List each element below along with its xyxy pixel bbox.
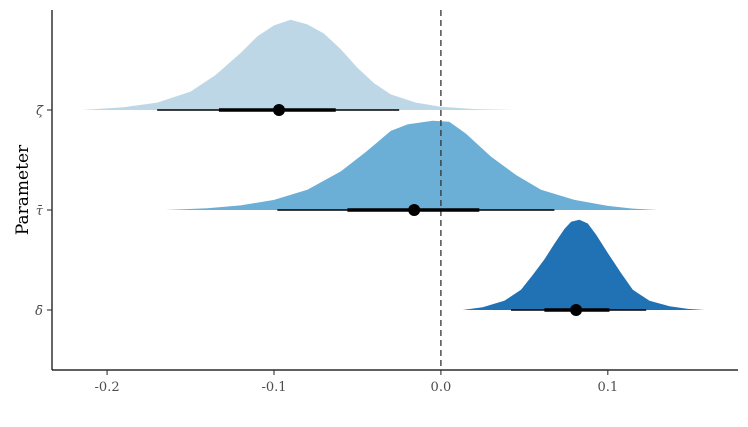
interval-layer xyxy=(157,104,647,316)
x-tick-label: -0.1 xyxy=(261,380,286,395)
density-layer xyxy=(82,19,705,310)
x-tick-label: 0.1 xyxy=(597,380,618,395)
density-3 xyxy=(462,219,705,310)
y-axis-ticks: ζ̄ τ̄ δ̄ xyxy=(35,104,52,319)
x-tick-label: 0.0 xyxy=(431,380,452,395)
point-estimate-1 xyxy=(272,104,285,116)
y-category-label: ζ̄ xyxy=(36,104,44,119)
y-category-label: δ̄ xyxy=(35,304,43,319)
point-estimate-2 xyxy=(408,204,421,216)
point-estimate-3 xyxy=(570,304,583,316)
x-tick-label: -0.2 xyxy=(95,380,120,395)
y-axis-title: Parameter xyxy=(13,144,33,235)
x-axis-ticks: -0.2 -0.1 0.0 0.1 xyxy=(95,370,618,395)
density-1 xyxy=(82,19,516,110)
y-category-label: τ̄ xyxy=(36,204,44,219)
density-2 xyxy=(165,120,658,210)
